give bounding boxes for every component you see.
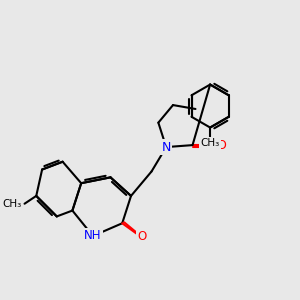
Text: N: N	[161, 141, 171, 154]
Text: O: O	[137, 230, 146, 243]
Text: NH: NH	[84, 230, 102, 242]
Text: O: O	[216, 139, 226, 152]
Text: CH₃: CH₃	[200, 138, 220, 148]
Text: CH₃: CH₃	[2, 199, 22, 209]
